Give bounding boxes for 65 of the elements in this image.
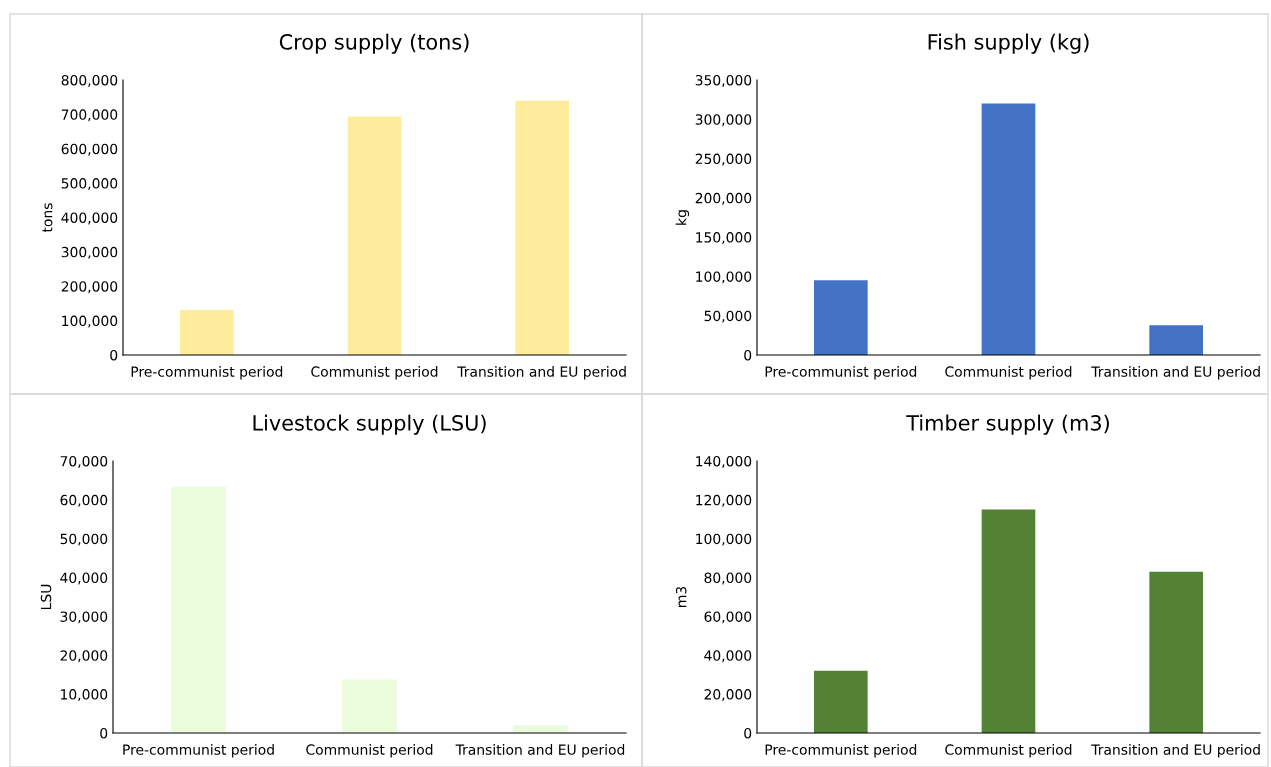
chart-title: Livestock supply (LSU) <box>253 414 486 435</box>
y-tick-label: 0 <box>744 727 752 739</box>
y-tick-label: 80,000 <box>704 572 752 585</box>
x-tick-label: Pre-communist period <box>765 744 917 758</box>
bar <box>347 116 402 355</box>
x-tick-label: Pre-communist period <box>765 366 917 380</box>
y-tick-label: 20,000 <box>704 689 752 702</box>
x-tick-label: Communist period <box>945 366 1072 380</box>
x-tick-label: Pre-communist period <box>131 366 283 380</box>
y-tick-label: 500,000 <box>61 178 118 191</box>
bar <box>1149 571 1203 733</box>
x-tick-label: Transition and EU period <box>455 744 625 758</box>
bar <box>171 486 226 733</box>
y-tick-label: 700,000 <box>61 109 118 122</box>
y-tick-label: 50,000 <box>704 310 752 323</box>
y-axis-title: LSU <box>40 584 52 609</box>
bar <box>342 679 397 733</box>
x-tick-label: Transition and EU period <box>457 366 626 380</box>
y-tick-label: 0 <box>100 727 108 739</box>
bar <box>180 309 234 355</box>
x-tick-label: Transition and EU period <box>1091 744 1260 758</box>
y-axis-title: m3 <box>675 586 687 607</box>
y-tick-label: 800,000 <box>61 74 118 87</box>
y-tick-label: 400,000 <box>61 212 118 225</box>
y-tick-label: 0 <box>744 349 752 361</box>
y-tick-label: 60,000 <box>704 611 752 624</box>
y-tick-label: 70,000 <box>60 455 108 468</box>
y-tick-label: 0 <box>110 349 118 361</box>
y-axis-title: tons <box>42 203 53 233</box>
y-tick-label: 150,000 <box>696 232 752 245</box>
y-axis-title: kg <box>675 210 690 225</box>
y-tick-label: 50,000 <box>60 533 108 546</box>
y-tick-label: 350,000 <box>695 74 752 87</box>
y-tick-label: 300,000 <box>61 246 118 259</box>
x-tick-label: Pre-communist period <box>123 744 274 758</box>
bar <box>814 280 868 355</box>
y-tick-label: 100,000 <box>62 315 118 328</box>
y-tick-label: 20,000 <box>60 650 108 663</box>
x-tick-label: Transition and EU period <box>1091 366 1260 380</box>
y-tick-label: 200,000 <box>695 192 752 205</box>
y-tick-label: 60,000 <box>60 494 108 507</box>
bar <box>981 103 1036 355</box>
y-tick-label: 40,000 <box>704 650 752 663</box>
y-tick-label: 600,000 <box>61 143 118 156</box>
x-tick-label: Communist period <box>306 744 433 758</box>
y-tick-label: 300,000 <box>695 114 752 127</box>
bar <box>1149 325 1203 355</box>
y-tick-label: 100,000 <box>696 533 752 546</box>
y-tick-label: 40,000 <box>60 572 108 585</box>
x-tick-label: Communist period <box>945 744 1072 758</box>
y-tick-label: 140,000 <box>696 455 752 468</box>
chart-title: Fish supply (kg) <box>928 33 1089 54</box>
y-tick-label: 250,000 <box>695 153 752 166</box>
chart-title: Timber supply (m3) <box>906 414 1109 435</box>
x-tick-label: Communist period <box>311 366 438 380</box>
bar <box>513 725 568 733</box>
y-tick-label: 10,000 <box>61 689 108 702</box>
y-tick-label: 120,000 <box>696 494 752 507</box>
y-tick-label: 100,000 <box>696 271 752 284</box>
bar <box>814 670 868 733</box>
y-tick-label: 200,000 <box>61 281 118 294</box>
chart-title: Crop supply (tons) <box>279 33 469 54</box>
y-tick-label: 30,000 <box>60 611 108 624</box>
bar <box>515 100 569 355</box>
bar <box>981 509 1036 733</box>
